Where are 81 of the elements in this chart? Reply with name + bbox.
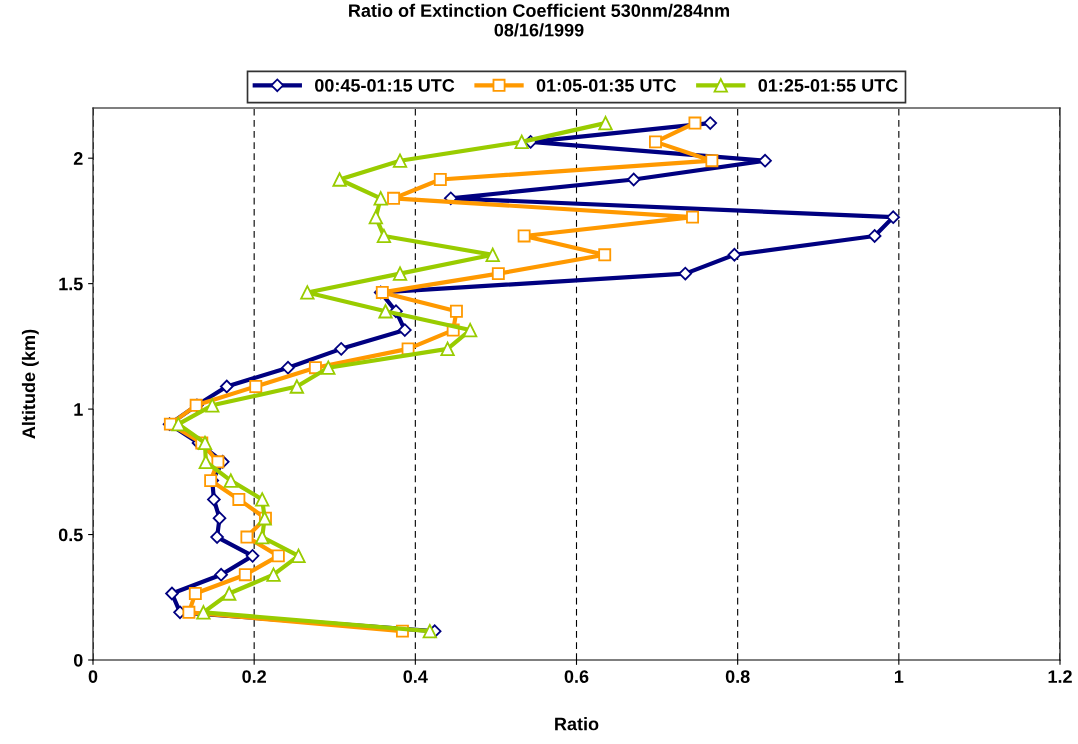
point: [398, 323, 412, 337]
x-axis-title: Ratio: [555, 717, 599, 731]
x-tick-label: 0: [88, 670, 98, 683]
point: [514, 134, 529, 150]
point: [705, 154, 719, 168]
point: [240, 530, 254, 544]
point: [598, 115, 613, 131]
point: [462, 322, 478, 338]
point: [440, 341, 455, 357]
point: [171, 416, 186, 432]
point: [449, 304, 463, 318]
x-tick-label: 1: [894, 670, 904, 683]
x-tick-label: 0.2: [242, 670, 266, 683]
point: [517, 229, 531, 243]
point: [376, 228, 392, 244]
point: [197, 435, 213, 451]
point: [214, 567, 228, 582]
point: [271, 549, 285, 563]
point: [255, 492, 270, 507]
point: [223, 473, 238, 488]
point: [334, 342, 348, 356]
point: [238, 568, 252, 582]
x-tick-label: 0.8: [725, 670, 750, 683]
point: [678, 266, 693, 281]
x-tick-label: 0.4: [403, 670, 428, 683]
point: [165, 586, 179, 601]
y-tick-label: 1.5: [59, 277, 83, 291]
point: [378, 304, 393, 319]
chart-title: Ratio of Extinction Coefficient 530nm/284nm 08/16/1999: [349, 3, 730, 37]
point: [219, 379, 234, 394]
point: [703, 116, 718, 130]
y-tick-label: 0.5: [58, 528, 83, 542]
y-tick-label: 0: [73, 653, 83, 667]
point: [332, 172, 347, 187]
point: [211, 455, 225, 469]
point: [300, 285, 315, 300]
point: [188, 587, 202, 600]
point: [222, 586, 237, 601]
point: [196, 605, 211, 620]
point: [491, 267, 505, 281]
point: [321, 360, 336, 375]
point: [308, 361, 322, 375]
y-tick-label: 2: [73, 152, 83, 165]
point: [867, 229, 882, 243]
point: [387, 191, 401, 205]
point: [686, 210, 700, 224]
point: [368, 209, 384, 225]
point: [649, 135, 662, 149]
point: [758, 153, 772, 168]
point: [205, 398, 220, 413]
point: [433, 173, 447, 186]
x-tick-label: 0.6: [564, 670, 589, 683]
point: [422, 623, 437, 639]
point: [266, 567, 281, 582]
point: [198, 454, 213, 469]
y-tick-label: 1: [74, 403, 83, 416]
point: [182, 605, 196, 619]
point: [727, 247, 742, 262]
point: [207, 492, 221, 507]
point: [485, 247, 500, 262]
point: [886, 210, 900, 224]
legend-label: 01:05-01:35 UTC: [536, 79, 677, 92]
point: [232, 492, 246, 506]
point: [373, 191, 388, 206]
point: [289, 379, 305, 394]
point: [210, 530, 224, 544]
x-tick-label: 1.2: [1048, 670, 1072, 683]
point: [291, 548, 306, 564]
point: [598, 248, 612, 262]
point: [392, 153, 408, 168]
point: [626, 172, 641, 187]
point: [245, 549, 260, 563]
point: [249, 380, 263, 393]
point: [281, 360, 295, 375]
legend-label: 00:45-01:15 UTC: [315, 79, 455, 92]
legend-label: 01:25-01:55 UTC: [758, 79, 898, 92]
point: [688, 116, 702, 130]
point: [212, 511, 227, 526]
point: [392, 266, 408, 281]
point: [255, 529, 270, 545]
y-axis-title: Altitude (km): [21, 329, 39, 439]
